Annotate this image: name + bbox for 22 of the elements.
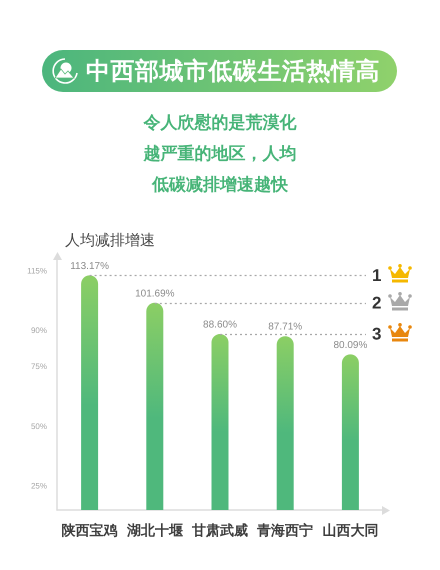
data-label: 87.71% — [268, 322, 302, 333]
y-tick-label: 75% — [30, 362, 47, 372]
y-tick-label: 90% — [30, 326, 47, 336]
annotation: 1 — [372, 266, 382, 285]
data-label: 88.60% — [203, 320, 238, 331]
annotation: 2 — [372, 293, 382, 312]
data-label: 101.69% — [135, 288, 175, 300]
y-tick-label: 50% — [30, 422, 47, 431]
annotation: 3 — [372, 324, 382, 344]
x-tick-label: 甘肃武威 — [191, 522, 248, 538]
y-tick-label: 25% — [30, 482, 47, 491]
title-banner: 中西部城市低碳生活热情高 — [42, 50, 397, 92]
x-tick-label: 陕西宝鸡 — [62, 522, 118, 538]
y-axis-title: 人均减排增速 — [65, 232, 155, 249]
chart-title: 中西部城市低碳生活热情高 — [86, 56, 380, 87]
x-tick-label: 青海西宁 — [256, 522, 314, 538]
x-tick-label: 湖北十堰 — [126, 522, 183, 538]
chart-subtitle: 令人欣慰的是荒漠化越严重的地区，人均低碳减排增速越快 — [142, 112, 298, 197]
data-label: 80.09% — [333, 340, 368, 351]
x-tick-label: 山西大同 — [322, 522, 378, 538]
y-tick-label: 115% — [27, 266, 47, 276]
data-label: 113.17% — [70, 260, 110, 272]
